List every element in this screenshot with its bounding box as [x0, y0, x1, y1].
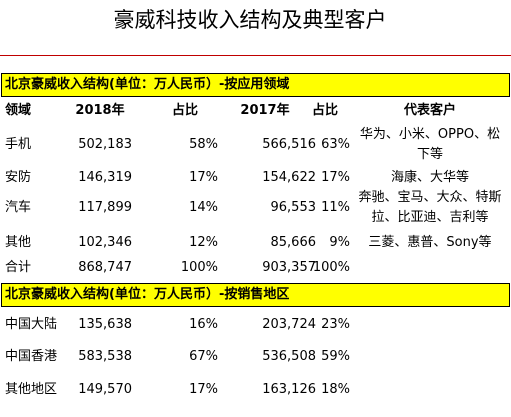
customer-text: 拉、比亚迪、吉利等 — [371, 210, 489, 225]
title: 豪威科技收入结构及典型客户 — [113, 8, 387, 32]
cell: 117,899 — [78, 200, 132, 215]
cell: 146,319 — [78, 170, 132, 185]
cell: 96,553 — [270, 200, 317, 215]
customer-text: 三菱、惠普、Sony等 — [368, 235, 492, 250]
customer-text: 奔驰、宝马、大众、特斯 — [358, 190, 502, 205]
cell: 502,183 — [78, 137, 132, 152]
cell: 16% — [189, 317, 218, 332]
cell: 583,538 — [78, 349, 132, 364]
section-heading-bar: 北京豪威收入结构(单位：万人民币）-按应用领域 — [1, 73, 510, 97]
customer-text: 海康、大华等 — [390, 170, 469, 185]
column-header: 占比 — [311, 103, 338, 118]
row-label: 安防 — [5, 170, 32, 185]
section-heading: 北京豪威收入结构(单位：万人民币）-按销售地区 — [5, 287, 290, 302]
column-header: 2017年 — [240, 103, 290, 118]
cell: 12% — [189, 235, 218, 250]
cell: 23% — [321, 317, 350, 332]
row-label: 其他地区 — [5, 382, 58, 397]
cell: 536,508 — [262, 349, 316, 364]
cell: 868,747 — [78, 260, 132, 275]
cell: 100% — [180, 260, 218, 275]
cell: 903,357 — [262, 260, 316, 275]
customer-text: 下等 — [416, 147, 443, 162]
section-heading-bar: 北京豪威收入结构(单位：万人民币）-按销售地区 — [1, 283, 510, 307]
cell: 566,516 — [262, 137, 316, 152]
column-header: 2018年 — [75, 103, 125, 118]
cell: 85,666 — [270, 235, 317, 250]
cell: 58% — [189, 137, 218, 152]
cell: 63% — [321, 137, 350, 152]
customer-text: 华为、小米、OPPO、松 — [359, 127, 501, 142]
cell: 154,622 — [262, 170, 316, 185]
cell: 203,724 — [262, 317, 316, 332]
section-heading: 北京豪威收入结构(单位：万人民币）-按应用领域 — [5, 77, 290, 92]
cell: 100% — [312, 260, 350, 275]
row-label: 其他 — [5, 235, 32, 250]
row-label: 合计 — [5, 260, 32, 275]
cell: 17% — [189, 382, 218, 397]
cell: 11% — [321, 200, 350, 215]
column-header: 代表客户 — [403, 103, 456, 118]
cell: 149,570 — [78, 382, 132, 397]
row-label: 中国大陆 — [5, 317, 58, 332]
cell: 102,346 — [78, 235, 132, 250]
cell: 17% — [321, 170, 350, 185]
cell: 135,638 — [78, 317, 132, 332]
cell: 14% — [189, 200, 218, 215]
cell: 17% — [189, 170, 218, 185]
row-label: 汽车 — [5, 200, 32, 215]
column-header: 占比 — [171, 103, 198, 118]
cell: 163,126 — [262, 382, 316, 397]
cell: 59% — [321, 349, 350, 364]
divider — [0, 55, 511, 56]
row-label: 手机 — [5, 137, 32, 152]
cell: 9% — [329, 235, 350, 250]
column-header: 领域 — [5, 103, 32, 118]
cell: 67% — [189, 349, 218, 364]
cell: 18% — [321, 382, 350, 397]
row-label: 中国香港 — [5, 349, 58, 364]
